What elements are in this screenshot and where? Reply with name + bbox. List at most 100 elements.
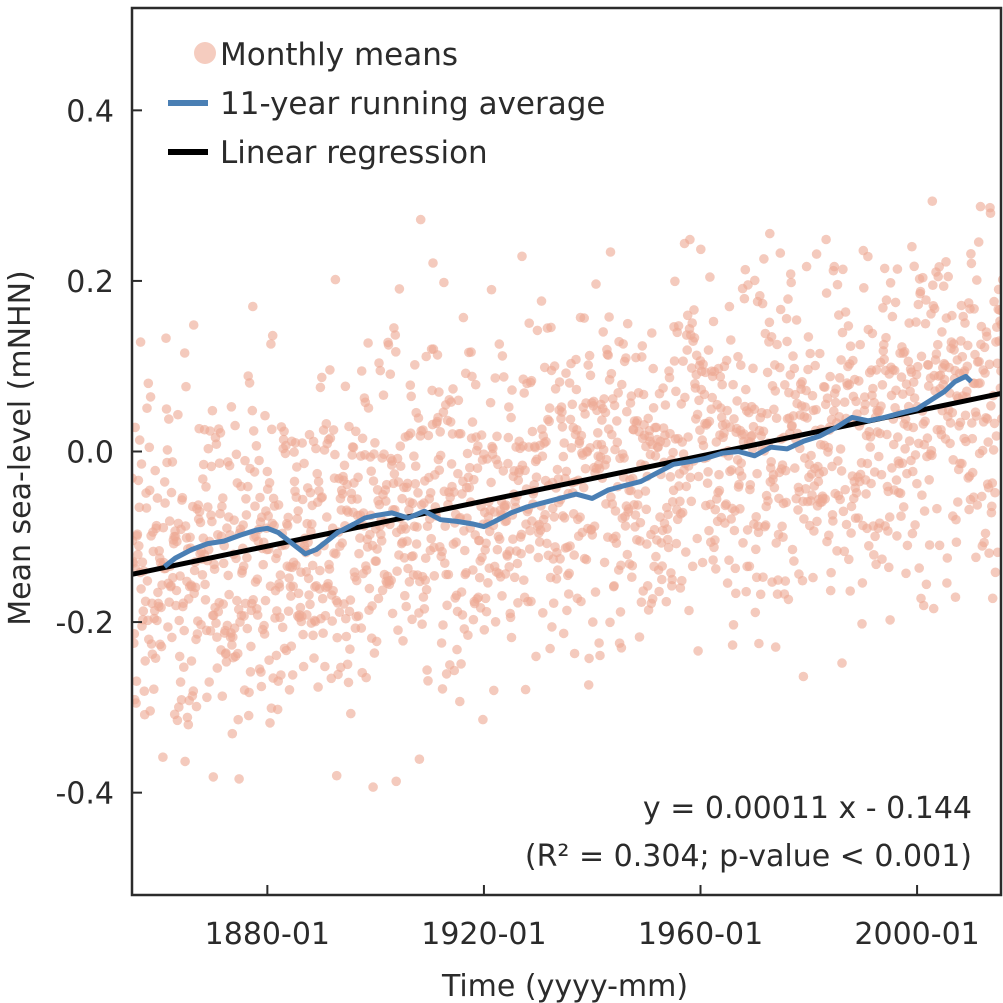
monthly-mean-point bbox=[493, 459, 503, 470]
monthly-mean-point bbox=[899, 347, 910, 357]
monthly-mean-point bbox=[466, 347, 476, 357]
monthly-mean-point bbox=[156, 602, 166, 613]
monthly-mean-point bbox=[203, 502, 213, 512]
monthly-mean-point bbox=[591, 279, 601, 289]
monthly-mean-point bbox=[615, 607, 626, 617]
monthly-mean-point bbox=[964, 504, 974, 515]
monthly-mean-point bbox=[264, 478, 275, 488]
monthly-mean-point bbox=[379, 449, 389, 460]
monthly-mean-point bbox=[538, 608, 548, 618]
monthly-mean-point bbox=[505, 612, 516, 623]
monthly-mean-point bbox=[229, 515, 239, 525]
monthly-mean-point bbox=[238, 520, 248, 530]
monthly-mean-point bbox=[486, 284, 497, 295]
monthly-mean-point bbox=[393, 625, 403, 635]
monthly-mean-point bbox=[548, 503, 558, 514]
monthly-mean-point bbox=[912, 478, 922, 489]
monthly-mean-point bbox=[855, 339, 865, 350]
regression-equation: y = 0.00011 x - 0.144 bbox=[643, 791, 972, 826]
monthly-mean-point bbox=[658, 383, 668, 393]
monthly-mean-point bbox=[788, 351, 798, 361]
monthly-mean-point bbox=[908, 377, 919, 388]
monthly-mean-point bbox=[984, 359, 995, 370]
monthly-mean-point bbox=[750, 275, 760, 286]
monthly-mean-point bbox=[681, 481, 692, 492]
monthly-mean-point bbox=[928, 603, 939, 614]
monthly-mean-point bbox=[674, 481, 684, 491]
monthly-mean-point bbox=[398, 636, 408, 646]
monthly-mean-point bbox=[490, 373, 501, 383]
monthly-mean-point bbox=[611, 538, 622, 548]
monthly-mean-point bbox=[180, 521, 191, 531]
monthly-mean-point bbox=[279, 426, 289, 437]
monthly-mean-point bbox=[578, 482, 589, 493]
monthly-mean-point bbox=[423, 430, 434, 441]
monthly-mean-point bbox=[356, 366, 367, 376]
monthly-mean-point bbox=[344, 606, 355, 617]
monthly-mean-point bbox=[457, 610, 468, 620]
monthly-mean-point bbox=[368, 782, 378, 792]
monthly-mean-point bbox=[830, 397, 841, 408]
monthly-mean-point bbox=[772, 339, 782, 350]
monthly-mean-point bbox=[186, 656, 197, 666]
monthly-mean-point bbox=[828, 516, 838, 526]
monthly-mean-point bbox=[947, 310, 957, 321]
monthly-mean-point bbox=[325, 433, 336, 444]
monthly-mean-point bbox=[673, 321, 684, 331]
monthly-mean-point bbox=[446, 397, 456, 407]
monthly-mean-point bbox=[603, 350, 613, 361]
monthly-mean-point bbox=[581, 554, 592, 565]
monthly-mean-point bbox=[667, 574, 677, 585]
monthly-mean-point bbox=[650, 451, 661, 461]
monthly-mean-point bbox=[754, 638, 764, 649]
monthly-mean-point bbox=[468, 565, 478, 575]
monthly-mean-point bbox=[448, 384, 458, 394]
monthly-mean-point bbox=[494, 339, 505, 349]
monthly-mean-point bbox=[175, 677, 186, 687]
monthly-mean-point bbox=[648, 403, 659, 413]
monthly-mean-point bbox=[957, 351, 968, 362]
monthly-mean-point bbox=[516, 548, 526, 559]
monthly-mean-point bbox=[527, 426, 538, 437]
monthly-mean-point bbox=[811, 249, 822, 259]
monthly-mean-point bbox=[775, 304, 786, 315]
monthly-mean-point bbox=[140, 656, 150, 666]
monthly-mean-point bbox=[392, 566, 402, 576]
monthly-mean-point bbox=[728, 379, 738, 390]
monthly-mean-point bbox=[806, 450, 816, 461]
monthly-mean-point bbox=[132, 638, 139, 648]
monthly-mean-point bbox=[789, 556, 799, 566]
monthly-mean-point bbox=[465, 462, 475, 473]
monthly-mean-point bbox=[877, 554, 887, 564]
monthly-mean-point bbox=[420, 553, 431, 563]
monthly-mean-point bbox=[921, 295, 931, 305]
monthly-mean-point bbox=[689, 305, 699, 315]
monthly-mean-point bbox=[565, 414, 576, 425]
monthly-mean-point bbox=[890, 297, 901, 308]
monthly-mean-point bbox=[330, 274, 341, 285]
monthly-mean-point bbox=[272, 704, 283, 715]
monthly-mean-point bbox=[901, 379, 912, 390]
monthly-mean-point bbox=[956, 300, 967, 311]
monthly-mean-point bbox=[513, 475, 524, 486]
monthly-mean-point bbox=[717, 379, 727, 390]
monthly-mean-point bbox=[910, 450, 921, 460]
monthly-mean-point bbox=[289, 476, 300, 487]
monthly-mean-point bbox=[260, 595, 271, 606]
monthly-mean-point bbox=[599, 557, 610, 568]
monthly-mean-point bbox=[851, 488, 862, 498]
monthly-mean-point bbox=[612, 437, 623, 448]
regression-stats: (R² = 0.304; p-value < 0.001) bbox=[525, 839, 972, 874]
monthly-mean-point bbox=[477, 552, 487, 563]
monthly-mean-point bbox=[190, 582, 201, 593]
monthly-mean-point bbox=[458, 312, 469, 323]
monthly-mean-point bbox=[802, 413, 812, 423]
monthly-mean-point bbox=[943, 271, 953, 282]
monthly-mean-point bbox=[438, 620, 448, 630]
monthly-mean-point bbox=[513, 598, 523, 608]
monthly-mean-point bbox=[708, 316, 719, 327]
monthly-mean-point bbox=[509, 572, 520, 583]
monthly-mean-point bbox=[318, 628, 328, 638]
monthly-mean-point bbox=[243, 710, 254, 721]
monthly-mean-point bbox=[715, 371, 726, 382]
